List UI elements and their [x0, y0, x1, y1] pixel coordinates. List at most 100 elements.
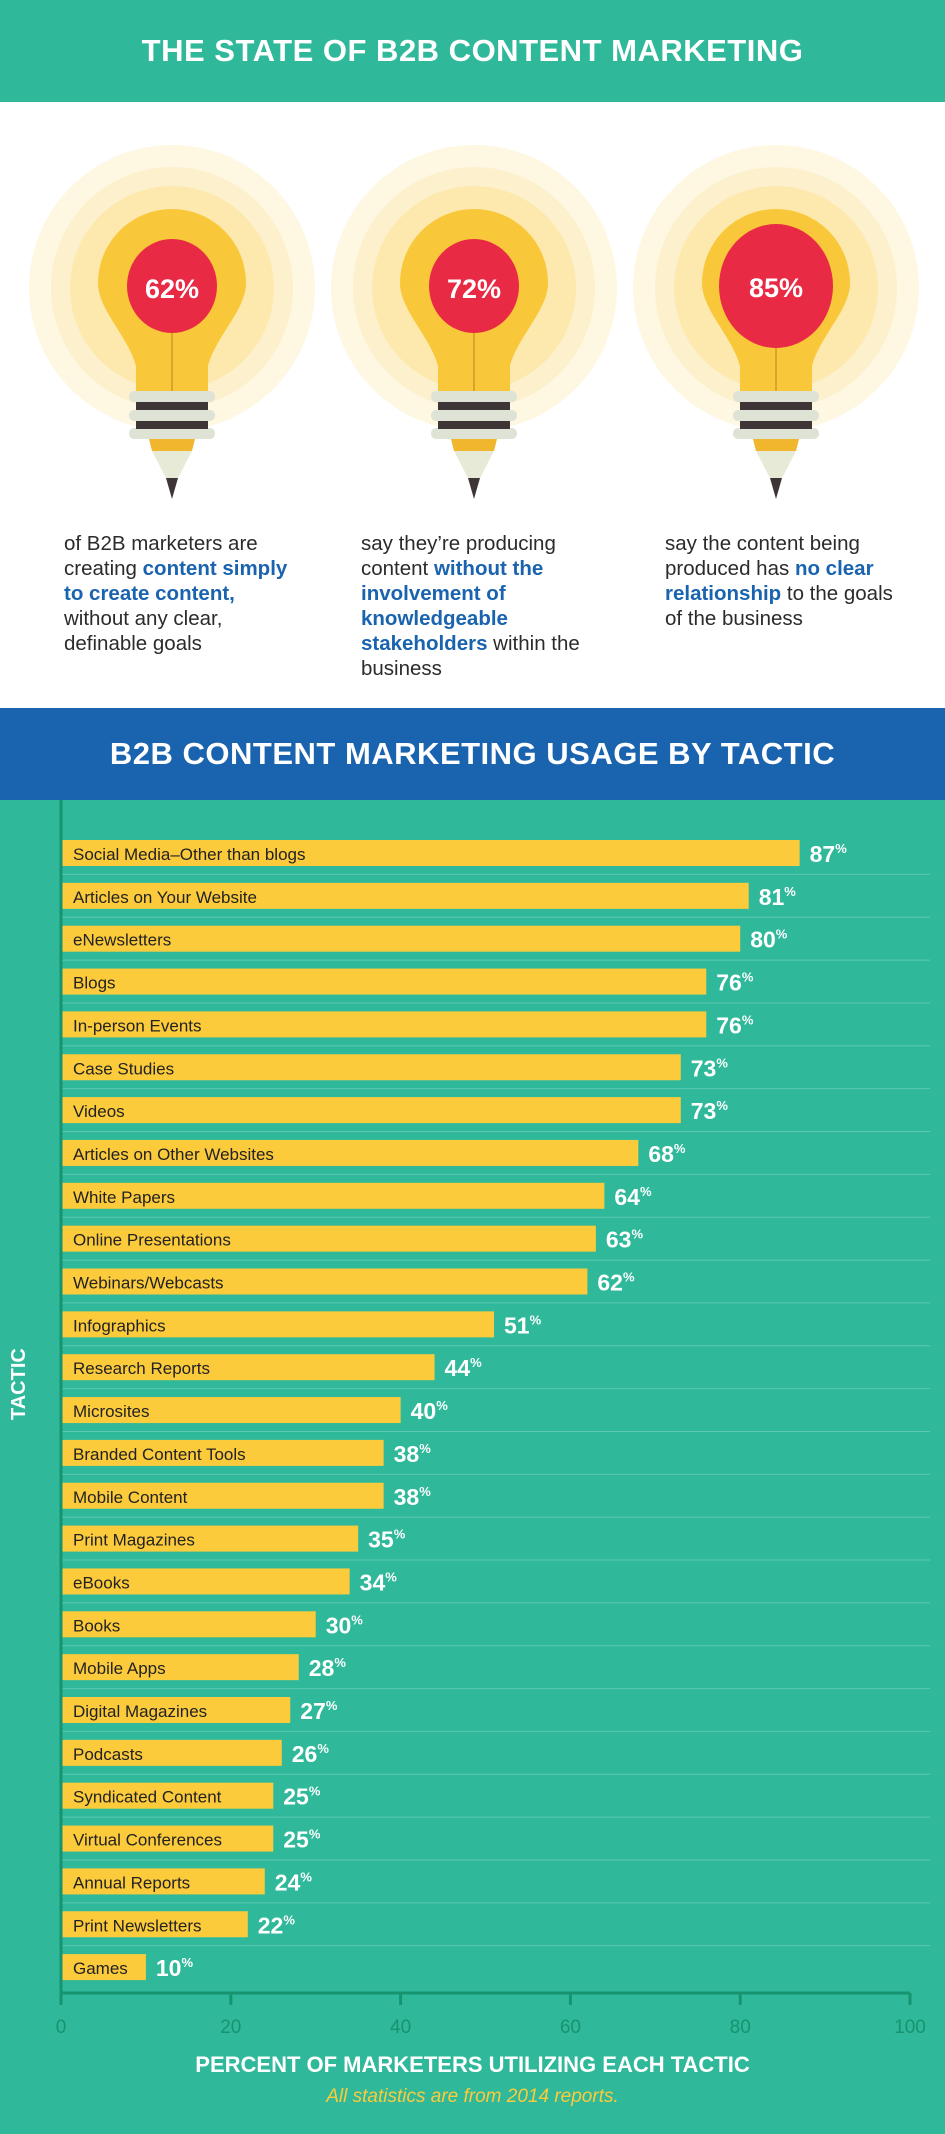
bar: [61, 1397, 401, 1424]
percent-sign: %: [351, 1612, 363, 1627]
stat-value: 85%: [749, 273, 803, 303]
bar-value-label: 38%: [394, 1484, 432, 1510]
bar: [61, 882, 749, 909]
percent-sign: %: [470, 1355, 482, 1370]
bar-value-label: 68%: [648, 1141, 686, 1167]
bulb-base-band: [431, 391, 517, 402]
bar: [61, 1825, 274, 1852]
bar-value-label: 87%: [810, 841, 848, 867]
stat-value: 72%: [447, 274, 501, 304]
lightbulb-pencil-icon: 72%: [331, 145, 617, 499]
percent-sign: %: [674, 1141, 686, 1156]
bar-value-label: 25%: [283, 1784, 321, 1810]
bar: [61, 1439, 384, 1466]
pencil-body: [753, 439, 799, 451]
bar-value-label: 40%: [411, 1398, 449, 1424]
percent-sign: %: [776, 927, 788, 942]
bar-value-label: 51%: [504, 1312, 542, 1338]
text: of B2B marketers are creating: [64, 532, 258, 580]
pencil-tip: [770, 478, 782, 499]
x-tick-label: 0: [56, 2017, 67, 2038]
bar-category-label: Infographics: [73, 1316, 166, 1335]
bar-chart-svg: Social Media–Other than blogs 87% Articles…: [56, 800, 930, 2038]
stat-circle: [429, 239, 519, 333]
percent-sign: %: [742, 1012, 754, 1027]
pencil-body: [451, 439, 497, 451]
bar: [61, 1139, 639, 1166]
bar-category-label: Books: [73, 1616, 120, 1635]
x-tick-label: 100: [894, 2017, 926, 2038]
bar-value-label: 76%: [716, 1012, 754, 1038]
bar-category-label: eBooks: [73, 1573, 130, 1592]
pencil-wood: [152, 451, 192, 480]
lightbulb-pencil-icon: 85%: [633, 145, 919, 499]
bulb-base-stripe: [740, 421, 812, 429]
bar: [61, 1525, 359, 1552]
pencil-tip: [166, 478, 178, 499]
bar-value-label: 80%: [750, 927, 788, 953]
bar-category-label: Mobile Apps: [73, 1659, 166, 1678]
bar-value-label: 62%: [597, 1270, 635, 1296]
bar-value-label: 63%: [606, 1227, 644, 1253]
bar: [61, 1868, 265, 1895]
bar: [61, 1697, 291, 1723]
bulb-base-band: [129, 410, 215, 421]
bar: [61, 1054, 681, 1081]
percent-sign: %: [334, 1655, 346, 1670]
bar-value-label: 28%: [309, 1655, 347, 1681]
bar-value-label: 30%: [326, 1612, 364, 1638]
bar-category-label: Microsites: [73, 1402, 150, 1421]
page-title: THE STATE OF B2B CONTENT MARKETING: [0, 0, 945, 102]
bar: [61, 840, 800, 866]
stat-value: 62%: [145, 274, 199, 304]
text: without any clear, definable goals: [64, 607, 223, 655]
text: within the business: [361, 632, 580, 680]
bar-category-label: Articles on Other Websites: [73, 1145, 274, 1164]
bar-category-label: Articles on Your Website: [73, 888, 257, 907]
bar: [61, 1311, 494, 1338]
bar-value-label: 76%: [716, 970, 754, 996]
percent-sign: %: [419, 1441, 431, 1456]
tactic-chart: Social Media–Other than blogs 87% Articles…: [0, 800, 945, 2134]
percent-sign: %: [716, 1055, 728, 1070]
bar: [61, 1954, 146, 1981]
bar-category-label: Research Reports: [73, 1359, 210, 1378]
section-title: B2B CONTENT MARKETING USAGE BY TACTIC: [0, 708, 945, 800]
percent-sign: %: [326, 1698, 338, 1713]
bar: [61, 1739, 282, 1766]
bulb-base-band: [431, 428, 517, 439]
percent-sign: %: [385, 1569, 397, 1584]
bar-value-label: 44%: [445, 1355, 483, 1381]
x-axis-title: PERCENT OF MARKETERS UTILIZING EACH TACT…: [195, 2052, 750, 2077]
bar-value-label: 35%: [368, 1527, 406, 1553]
bar-category-label: Podcasts: [73, 1745, 143, 1764]
bar: [61, 1568, 350, 1595]
percent-sign: %: [317, 1741, 329, 1756]
bulb-base-band: [733, 410, 819, 421]
bar: [61, 1911, 248, 1938]
bulb-base-band: [733, 428, 819, 439]
bar-value-label: 26%: [292, 1741, 330, 1767]
bar-value-label: 73%: [691, 1055, 729, 1081]
bar-category-label: Print Newsletters: [73, 1916, 201, 1935]
bar-value-label: 10%: [156, 1955, 194, 1981]
bar-category-label: Syndicated Content: [73, 1788, 222, 1807]
bar-value-label: 34%: [360, 1569, 398, 1595]
pencil-wood: [454, 451, 494, 480]
highlight-text: content simply to create content,: [64, 557, 288, 605]
bar-category-label: Virtual Conferences: [73, 1831, 222, 1850]
percent-sign: %: [181, 1955, 193, 1970]
bar-value-label: 25%: [283, 1827, 321, 1853]
bar: [61, 925, 741, 952]
source-note: All statistics are from 2014 reports.: [326, 2086, 619, 2107]
bar-category-label: Mobile Content: [73, 1488, 188, 1507]
bar-category-label: White Papers: [73, 1188, 175, 1207]
percent-sign: %: [309, 1827, 321, 1842]
bar-category-label: Digital Magazines: [73, 1702, 207, 1721]
bulb-base-stripe: [438, 421, 510, 429]
bar-category-label: eNewsletters: [73, 931, 171, 950]
bar-category-label: Webinars/Webcasts: [73, 1274, 224, 1293]
percent-sign: %: [283, 1912, 295, 1927]
bar-category-label: Print Magazines: [73, 1531, 195, 1550]
